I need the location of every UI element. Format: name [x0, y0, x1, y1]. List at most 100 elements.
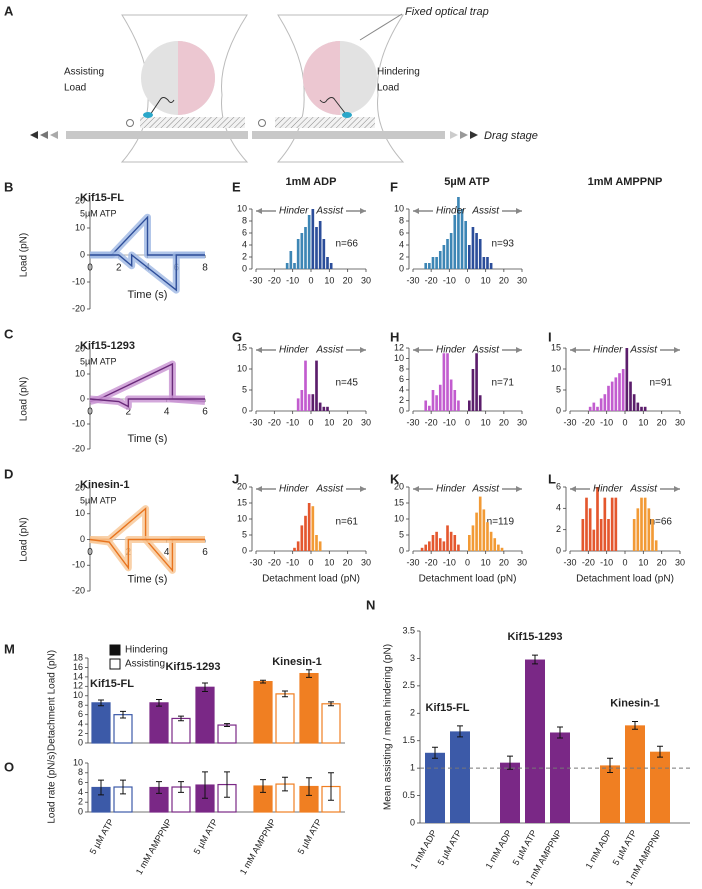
histogram-bar [307, 394, 311, 411]
x-tick-label: 10 [324, 557, 334, 567]
x-tick-label: 5 µM ATP [511, 828, 539, 867]
histogram-bar [304, 360, 307, 411]
error-bar [156, 699, 162, 707]
legend-label: Assist [315, 345, 344, 356]
y-tick-label: 0 [556, 545, 561, 555]
y-tick-label: 15 [551, 342, 561, 352]
x-tick-label: 20 [657, 417, 667, 427]
panel-label: H [390, 329, 399, 344]
error-bar [178, 715, 184, 722]
histogram-bar [322, 406, 326, 411]
x-axis-label: Time (s) [128, 289, 168, 301]
y-tick-label: 2 [410, 708, 415, 718]
bar [149, 702, 169, 744]
histogram-bar [471, 525, 475, 551]
histogram-bar [311, 209, 315, 269]
x-tick-label: 20 [343, 275, 353, 285]
histogram-bar [300, 390, 304, 411]
tether [319, 97, 346, 114]
histogram-bar [315, 535, 318, 551]
panel-label: E [232, 179, 241, 194]
panel-label: I [548, 329, 552, 344]
y-tick-label: 18 [73, 652, 83, 662]
panel-label: K [390, 471, 400, 486]
x-tick-label: 20 [499, 417, 509, 427]
histogram-bar [442, 353, 446, 411]
histogram-bar [442, 541, 446, 551]
legend-arrowhead [674, 486, 680, 492]
y-tick-label: -20 [72, 443, 85, 453]
y-tick-label: 10 [73, 757, 83, 767]
x-tick-label: -30 [406, 557, 419, 567]
error-bar [98, 779, 104, 796]
x-tick-label: -20 [268, 417, 281, 427]
legend-arrowhead [570, 486, 576, 492]
y-axis-label: Load rate (pN/s) [47, 751, 58, 823]
histogram-bar [322, 239, 326, 269]
histogram-bar [442, 245, 446, 269]
panel-label: D [4, 466, 13, 481]
x-tick-label: 6 [202, 407, 208, 418]
x-tick-label: 1 mM ADP [584, 828, 614, 870]
bar [600, 765, 620, 823]
error-bar [98, 699, 104, 707]
histogram-bar [293, 547, 296, 551]
x-tick-label: 30 [517, 557, 527, 567]
histogram-bar [460, 209, 464, 269]
y-tick-label: 6 [556, 481, 561, 491]
group-label: Kif15-1293 [507, 631, 562, 643]
y-tick-label: 6 [242, 227, 247, 237]
histogram-bar [300, 233, 304, 269]
y-tick-label: -20 [72, 303, 85, 313]
histogram-bar [482, 257, 486, 269]
error-bar [120, 779, 126, 795]
x-tick-label: 10 [638, 557, 648, 567]
legend-swatch [109, 658, 121, 670]
x-tick-label: 10 [481, 417, 491, 427]
histogram-bar [318, 541, 322, 551]
y-tick-label: 0 [80, 393, 85, 403]
legend-label: Hinder [279, 206, 309, 217]
bar [625, 725, 645, 823]
histogram-bar [453, 535, 457, 551]
arrowhead [460, 131, 468, 139]
x-tick-label: -10 [286, 557, 299, 567]
x-tick-label: -30 [406, 417, 419, 427]
histogram-bar [457, 544, 460, 551]
x-tick-label: 8 [202, 263, 208, 274]
column-title: 5µM ATP [444, 176, 489, 188]
x-tick-label: 0 [465, 417, 470, 427]
trace [89, 538, 205, 570]
histogram-bar [438, 538, 442, 551]
y-tick-label: 10 [75, 222, 85, 232]
error-bar [202, 771, 208, 799]
legend-arrowhead [256, 486, 262, 492]
histogram-bar [610, 381, 614, 411]
annotation: n=66 [335, 239, 358, 250]
histogram-bar [424, 544, 428, 551]
histogram-bar [651, 519, 654, 551]
histogram-bar [304, 515, 307, 551]
histogram-bar [603, 394, 607, 411]
y-tick-label: 1.5 [402, 735, 415, 745]
legend-arrowhead [674, 347, 680, 353]
y-tick-label: 4 [242, 239, 247, 249]
panel-label: A [4, 3, 14, 18]
bead-half [178, 41, 215, 115]
histogram-bar [500, 547, 504, 551]
y-tick-label: 0.5 [402, 790, 415, 800]
panel-label: F [390, 179, 398, 194]
y-tick-label: 14 [73, 671, 83, 681]
x-tick-label: 2 [116, 263, 122, 274]
panel-label: L [548, 471, 556, 486]
y-tick-label: 10 [75, 368, 85, 378]
histogram-bar [632, 519, 636, 551]
histogram-bar [424, 263, 428, 269]
panel-subtitle: 5µM ATP [80, 495, 117, 505]
histogram-bar [636, 402, 640, 411]
x-tick-label: -20 [582, 557, 595, 567]
bar [550, 732, 570, 823]
x-axis-label: Detachment load (pN) [262, 574, 360, 585]
error-bar [178, 781, 184, 793]
